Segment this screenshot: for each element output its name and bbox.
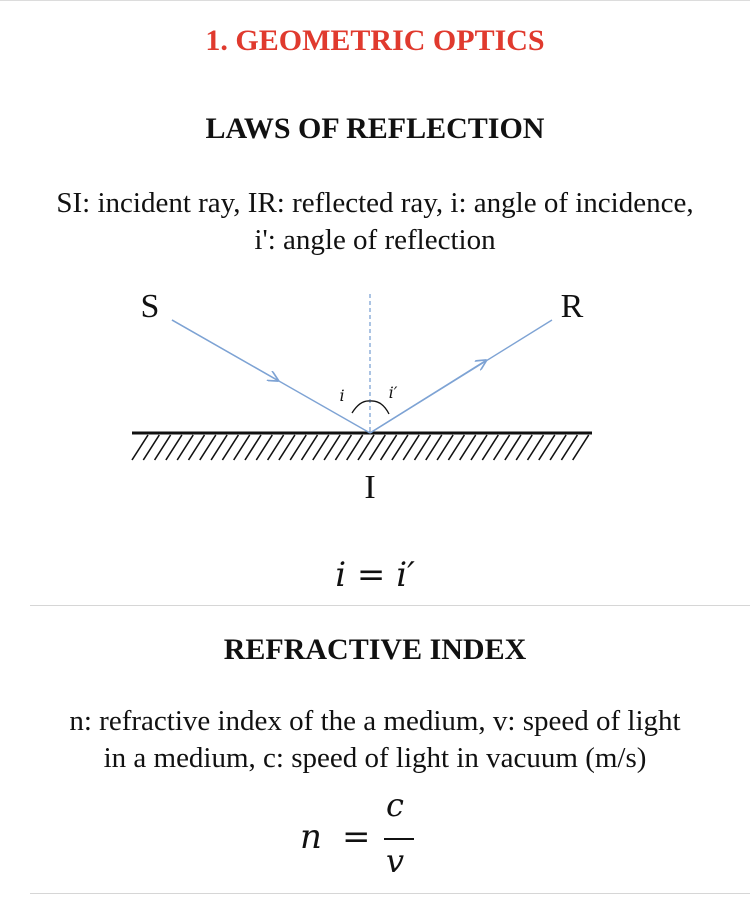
hatch-line [221,434,240,461]
incident-ray-arrow [171,319,277,380]
angle-reflection-label: i′ [389,383,398,402]
reflection-angle-arc [369,400,390,415]
formula-numerator: c [386,786,404,824]
hatch-line [255,434,273,461]
reflected-ray-arrow [369,361,485,434]
hatch-line [425,434,443,461]
mirror-hatching [131,434,590,461]
reflection-heading: LAWS OF REFLECTION [205,112,545,145]
hatch-line [289,434,307,461]
formula-equals: = [342,817,371,857]
reflection-description: SI: incident ray, IR: reflected ray, i: … [0,185,750,259]
refraction-heading: REFRACTIVE INDEX [223,633,527,666]
hatch-line [379,434,398,461]
hatch-line [436,434,454,461]
hatch-line [176,434,194,461]
hatch-line [459,434,477,461]
hatch-line [233,434,251,461]
formula-denominator: v [386,842,405,880]
section-divider [30,605,750,606]
refraction-desc-line-2: in a medium, c: speed of light in vacuum… [103,742,647,774]
hatch-line [560,434,579,461]
formula-n: n [300,817,322,857]
hatch-line [504,434,522,461]
label-s: S [141,288,160,325]
hatch-line [492,434,511,461]
hatch-line [199,434,217,461]
page-title: 1. GEOMETRIC OPTICS [205,24,545,57]
hatch-line [266,434,285,461]
reflection-diagram: S R I i i′ [131,288,592,506]
formula-rhs: i′ [396,555,415,595]
hatch-line [526,434,545,461]
bottom-divider [30,893,750,894]
hatch-line [481,434,499,461]
hatch-line [470,434,488,461]
hatch-line [357,434,375,461]
reflection-formula: i = i′ [0,555,750,595]
formula-lhs: i [335,555,347,595]
hatch-line [368,434,386,461]
hatch-line [187,434,206,461]
hatch-line [334,434,353,461]
refraction-description: n: refractive index of the a medium, v: … [0,703,750,777]
hatch-line [572,434,590,461]
hatch-line [278,434,296,461]
angle-incidence-label: i [339,386,344,405]
hatch-line [402,434,420,461]
hatch-line [210,434,228,461]
hatch-line [131,434,149,461]
hatch-line [447,434,466,461]
refraction-desc-line-1: n: refractive index of the a medium, v: … [69,705,681,737]
refractive-index-formula: n = c v [300,786,460,890]
label-r: R [561,288,584,325]
hatch-line [391,434,409,461]
hatch-line [142,434,160,461]
reflection-desc-line-1: SI: incident ray, IR: reflected ray, i: … [56,187,694,219]
formula-equals: = [356,555,386,595]
label-i-point: I [364,469,375,506]
hatch-line [346,434,364,461]
hatch-line [515,434,533,461]
hatch-line [312,434,330,461]
hatch-line [244,434,262,461]
hatch-line [300,434,319,461]
hatch-line [165,434,183,461]
incidence-angle-arc [351,400,371,414]
hatch-line [323,434,341,461]
hatch-line [538,434,556,461]
hatch-line [549,434,567,461]
hatch-line [153,434,172,461]
fraction-bar [384,838,414,840]
reflection-desc-line-2: i': angle of reflection [254,224,496,256]
hatch-line [413,434,432,461]
top-divider [0,0,750,1]
